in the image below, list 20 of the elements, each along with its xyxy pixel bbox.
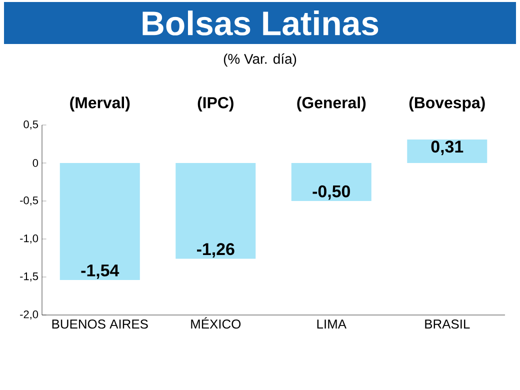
y-tick-label: -1,5 [20, 272, 38, 282]
data-label: -1,26 [196, 243, 234, 258]
text: (IPC) [198, 96, 234, 112]
data-label: -0,50 [312, 185, 350, 200]
x-tick-label: LIMA [317, 320, 346, 329]
text: (Bovespa) [409, 96, 485, 112]
y-tick-label: -0,5 [20, 196, 38, 206]
chart-title: Bolsas Latinas [142, 10, 378, 36]
y-tick-label: 0,5 [24, 120, 38, 130]
text: (General) [297, 96, 366, 112]
x-tick-label: MÉXICO [191, 317, 241, 329]
data-label: 0,31 [431, 140, 464, 156]
chart-subtitle: (% Var. día) [224, 53, 296, 67]
text: (Merval) [70, 96, 130, 112]
y-tick-label: -2,0 [20, 310, 38, 320]
x-tick-label: BUENOS AIRES [52, 319, 148, 329]
y-tick-label: -1,0 [20, 234, 38, 244]
y-tick-label: 0 [32, 159, 38, 167]
x-tick-label: BRASIL [425, 319, 470, 329]
data-label: -1,54 [81, 264, 120, 279]
